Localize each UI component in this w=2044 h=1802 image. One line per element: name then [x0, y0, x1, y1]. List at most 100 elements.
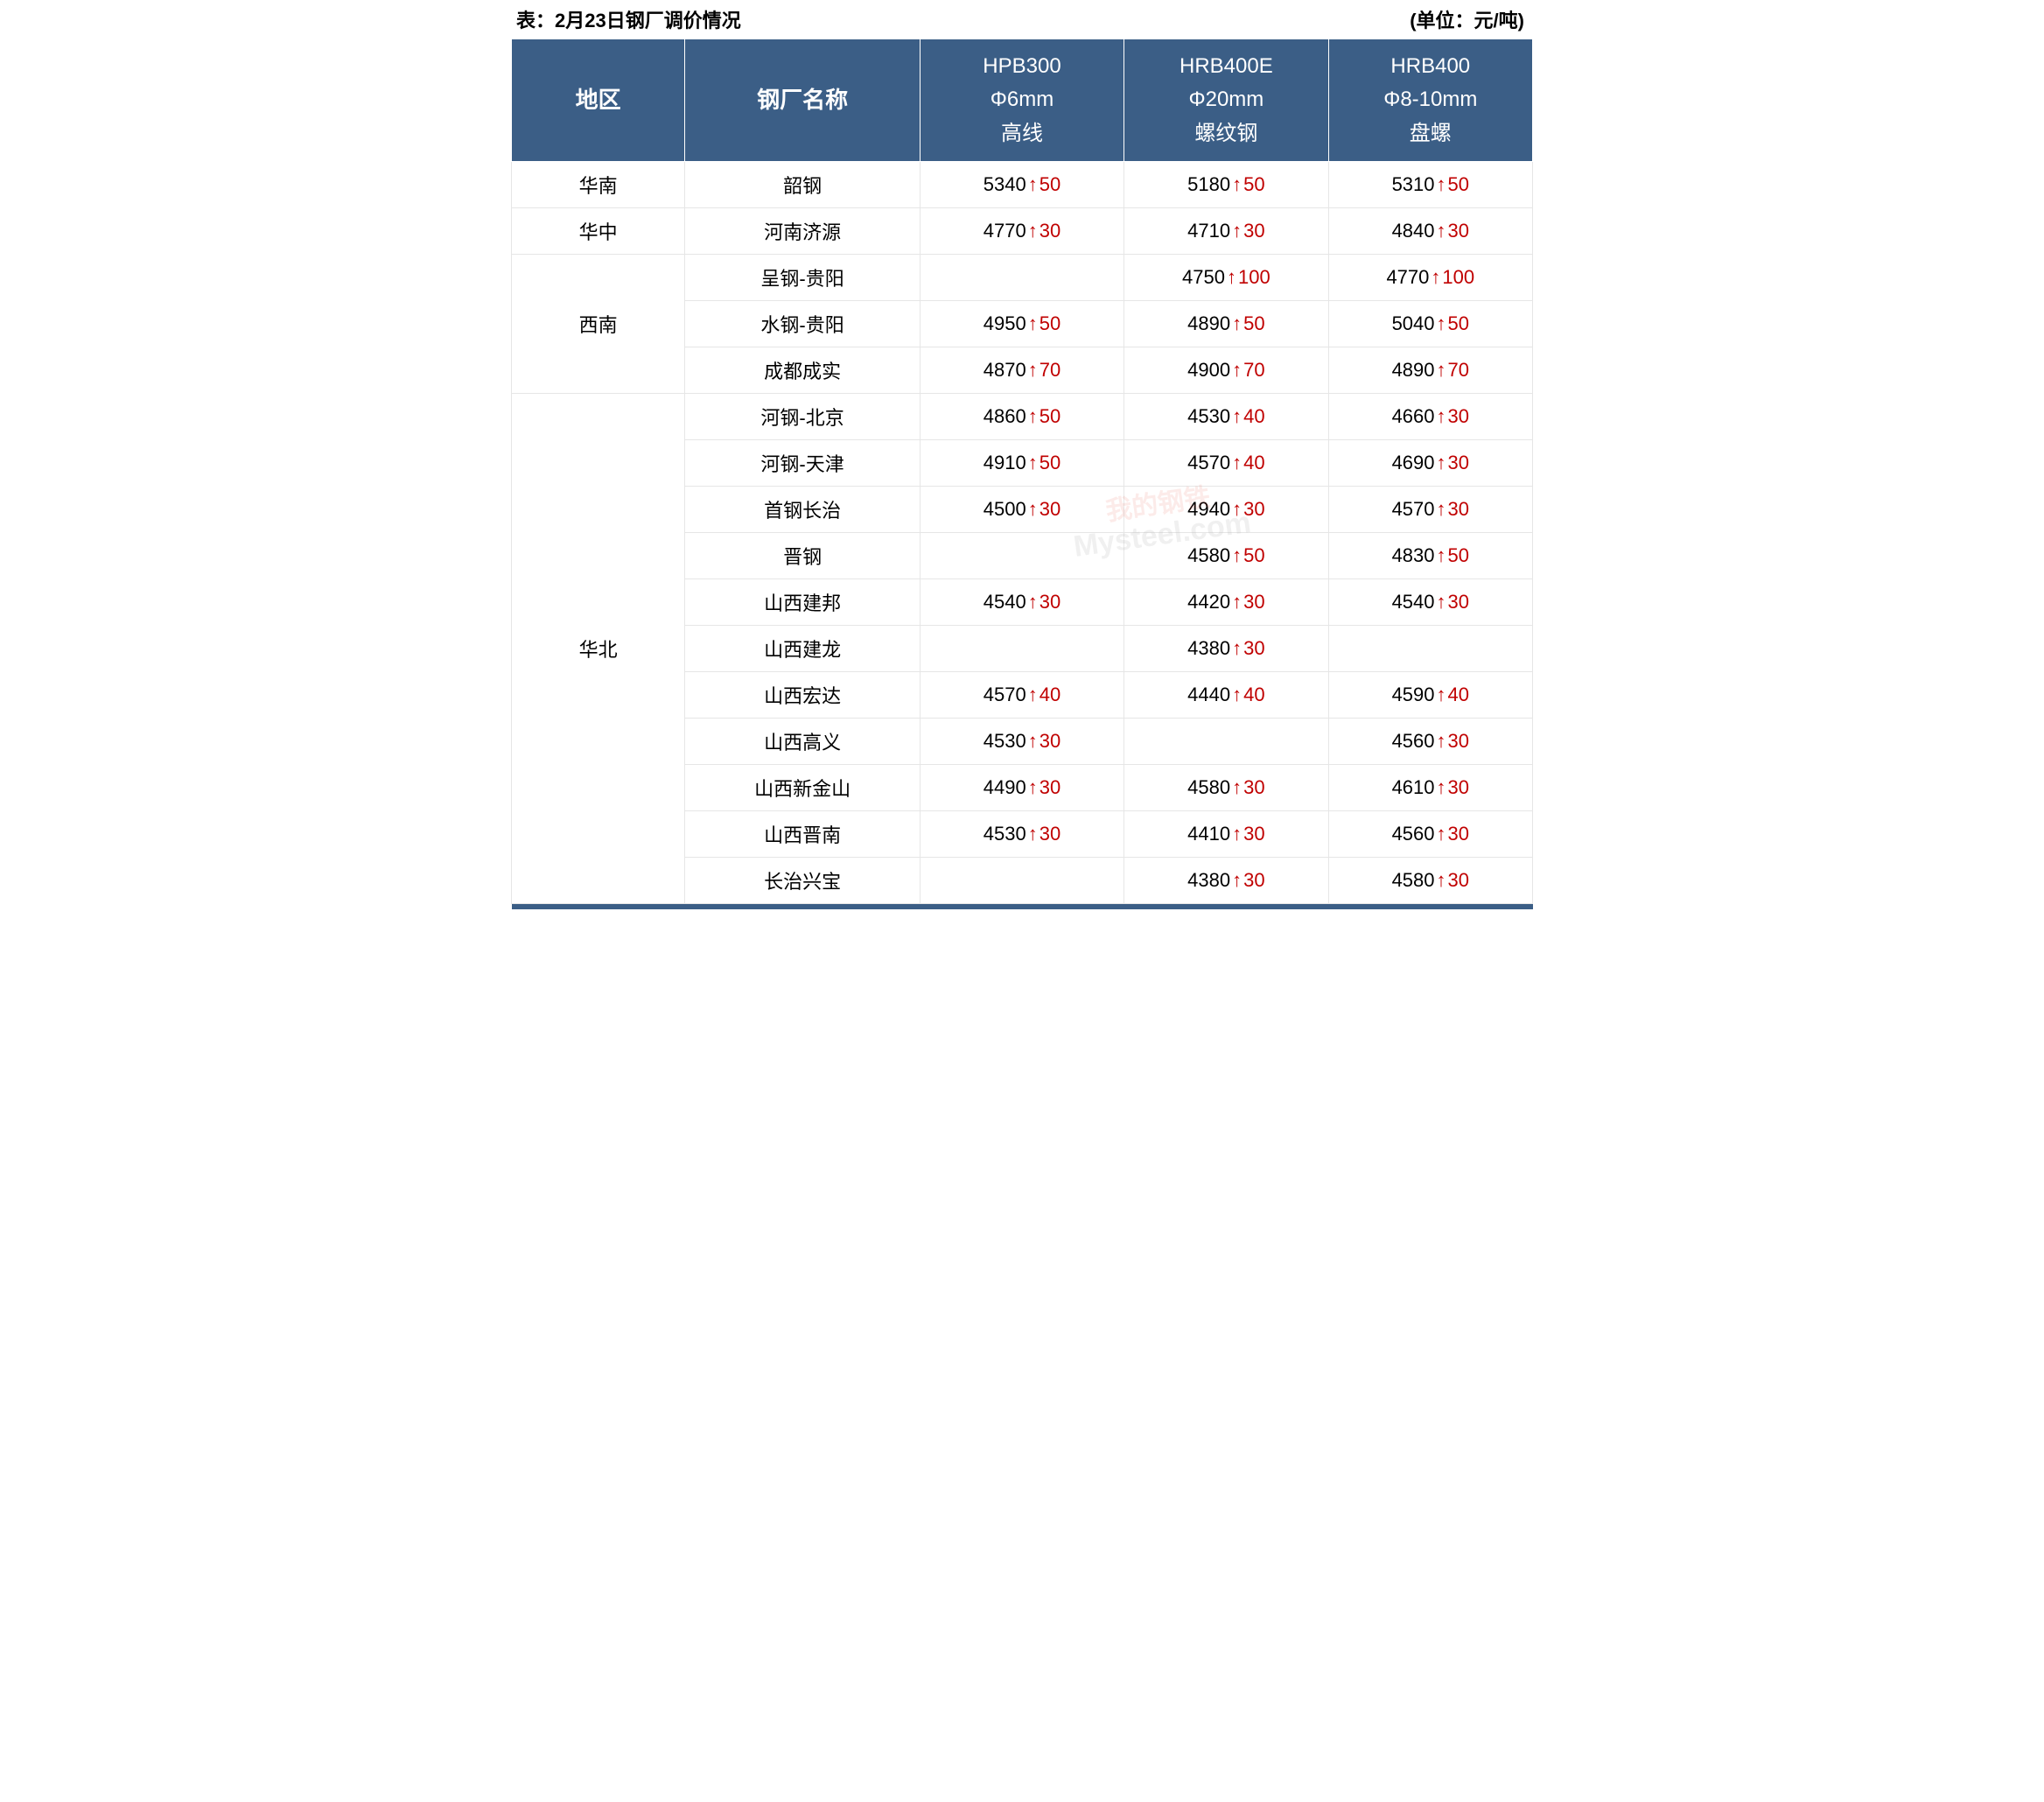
up-arrow-icon: ↑	[1435, 591, 1448, 613]
price-cell: 4380↑30	[1124, 858, 1328, 904]
price-value: 4570	[984, 684, 1026, 705]
price-value: 4540	[984, 591, 1026, 613]
price-cell: 4590↑40	[1328, 672, 1532, 719]
up-arrow-icon: ↑	[1026, 312, 1040, 334]
up-arrow-icon: ↑	[1230, 359, 1243, 381]
price-delta: 30	[1448, 823, 1469, 845]
price-value: 4950	[984, 312, 1026, 334]
up-arrow-icon: ↑	[1026, 405, 1040, 427]
table-body: 华南韶钢5340↑505180↑505310↑50华中河南济源4770↑3047…	[512, 162, 1533, 904]
price-delta: 40	[1448, 684, 1469, 705]
price-cell: 4540↑30	[920, 579, 1124, 626]
price-cell: 4900↑70	[1124, 347, 1328, 394]
price-delta: 30	[1243, 220, 1264, 242]
price-cell: 4580↑50	[1124, 533, 1328, 579]
price-value: 4890	[1187, 312, 1230, 334]
mill-cell: 山西建龙	[685, 626, 920, 672]
price-value: 4590	[1392, 684, 1435, 705]
price-delta: 50	[1243, 544, 1264, 566]
price-value: 4900	[1187, 359, 1230, 381]
price-cell	[920, 255, 1124, 301]
price-delta: 30	[1448, 730, 1469, 752]
price-cell: 4770↑30	[920, 208, 1124, 255]
up-arrow-icon: ↑	[1230, 869, 1243, 891]
price-cell	[1124, 719, 1328, 765]
col-header-p3: HRB400 Φ8-10mm 盘螺	[1328, 39, 1532, 162]
price-delta: 30	[1448, 869, 1469, 891]
price-value: 4570	[1392, 498, 1435, 520]
up-arrow-icon: ↑	[1026, 823, 1040, 845]
price-cell: 4420↑30	[1124, 579, 1328, 626]
price-cell: 4560↑30	[1328, 719, 1532, 765]
price-value: 5310	[1392, 173, 1435, 195]
price-value: 4580	[1392, 869, 1435, 891]
price-value: 4580	[1187, 544, 1230, 566]
price-delta: 70	[1448, 359, 1469, 381]
up-arrow-icon: ↑	[1230, 591, 1243, 613]
mill-cell: 山西新金山	[685, 765, 920, 811]
price-value: 4530	[984, 823, 1026, 845]
up-arrow-icon: ↑	[1435, 730, 1448, 752]
price-value: 4420	[1187, 591, 1230, 613]
mill-cell: 晋钢	[685, 533, 920, 579]
up-arrow-icon: ↑	[1026, 220, 1040, 242]
mill-cell: 河钢-北京	[685, 394, 920, 440]
caption-left: 表：2月23日钢厂调价情况	[516, 5, 741, 33]
price-delta: 30	[1040, 823, 1060, 845]
price-cell: 4860↑50	[920, 394, 1124, 440]
price-table: 地区 钢厂名称 HPB300 Φ6mm 高线 HRB400E Φ20mm 螺纹钢…	[511, 39, 1533, 909]
up-arrow-icon: ↑	[1230, 405, 1243, 427]
price-cell: 4570↑30	[1328, 487, 1532, 533]
price-value: 4410	[1187, 823, 1230, 845]
price-cell: 4750↑100	[1124, 255, 1328, 301]
price-delta: 100	[1442, 266, 1474, 288]
price-value: 4440	[1187, 684, 1230, 705]
up-arrow-icon: ↑	[1026, 684, 1040, 705]
price-delta: 70	[1243, 359, 1264, 381]
price-cell: 4690↑30	[1328, 440, 1532, 487]
col-header-region: 地区	[512, 39, 685, 162]
up-arrow-icon: ↑	[1026, 498, 1040, 520]
price-value: 4770	[1386, 266, 1429, 288]
price-delta: 30	[1448, 498, 1469, 520]
table-row: 华北河钢-北京4860↑504530↑404660↑30	[512, 394, 1533, 440]
price-value: 4830	[1392, 544, 1435, 566]
table-footer-bar	[512, 904, 1533, 909]
price-cell: 4710↑30	[1124, 208, 1328, 255]
price-cell: 4540↑30	[1328, 579, 1532, 626]
price-cell: 4940↑30	[1124, 487, 1328, 533]
price-value: 4870	[984, 359, 1026, 381]
up-arrow-icon: ↑	[1435, 405, 1448, 427]
price-delta: 50	[1040, 173, 1060, 195]
price-cell	[920, 533, 1124, 579]
mill-cell: 呈钢-贵阳	[685, 255, 920, 301]
up-arrow-icon: ↑	[1230, 637, 1243, 659]
up-arrow-icon: ↑	[1435, 684, 1448, 705]
price-value: 4770	[984, 220, 1026, 242]
price-value: 5180	[1187, 173, 1230, 195]
table-wrapper: 表：2月23日钢厂调价情况 (单位：元/吨) 地区 钢厂名称 HPB300 Φ6…	[511, 0, 1533, 909]
price-cell: 4830↑50	[1328, 533, 1532, 579]
price-cell: 4580↑30	[1124, 765, 1328, 811]
mill-cell: 成都成实	[685, 347, 920, 394]
up-arrow-icon: ↑	[1435, 220, 1448, 242]
col-header-p2: HRB400E Φ20mm 螺纹钢	[1124, 39, 1328, 162]
price-delta: 30	[1448, 776, 1469, 798]
up-arrow-icon: ↑	[1230, 823, 1243, 845]
price-value: 4490	[984, 776, 1026, 798]
price-cell: 5040↑50	[1328, 301, 1532, 347]
price-delta: 30	[1040, 730, 1060, 752]
price-delta: 50	[1040, 312, 1060, 334]
price-delta: 30	[1243, 637, 1264, 659]
price-value: 4860	[984, 405, 1026, 427]
price-delta: 30	[1448, 220, 1469, 242]
price-delta: 30	[1040, 776, 1060, 798]
price-cell: 4950↑50	[920, 301, 1124, 347]
caption-row: 表：2月23日钢厂调价情况 (单位：元/吨)	[511, 0, 1533, 39]
price-value: 4940	[1187, 498, 1230, 520]
region-cell: 华南	[512, 162, 685, 208]
up-arrow-icon: ↑	[1435, 823, 1448, 845]
up-arrow-icon: ↑	[1230, 498, 1243, 520]
up-arrow-icon: ↑	[1026, 452, 1040, 473]
price-cell: 4770↑100	[1328, 255, 1532, 301]
